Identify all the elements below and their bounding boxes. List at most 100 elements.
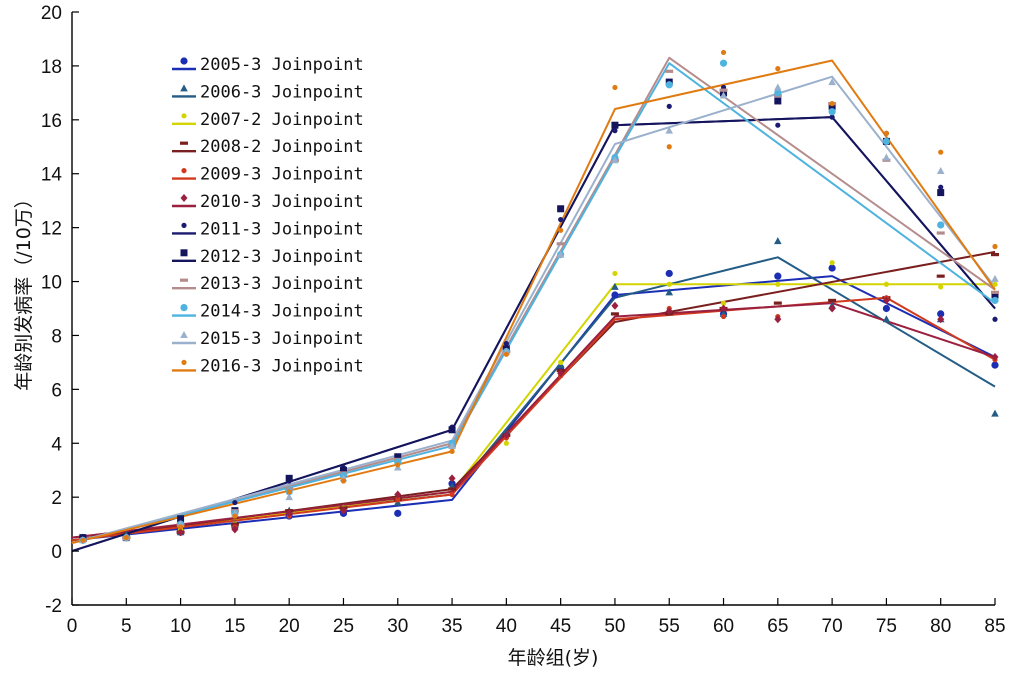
x-tick-label: 55 xyxy=(659,616,680,637)
data-point xyxy=(938,184,944,190)
data-point xyxy=(180,141,188,145)
data-point xyxy=(285,493,293,501)
data-point xyxy=(612,270,618,277)
x-tick-label: 45 xyxy=(550,616,571,637)
data-point xyxy=(720,313,727,320)
data-point xyxy=(719,88,728,92)
data-point xyxy=(611,156,619,164)
legend-item: 2011-3 Joinpoint xyxy=(172,219,364,239)
legend-label: 2008-2 Joinpoint xyxy=(200,137,364,157)
data-point xyxy=(556,242,565,246)
legend-label: 2011-3 Joinpoint xyxy=(200,219,364,239)
data-point xyxy=(558,227,564,233)
legend-label: 2012-3 Joinpoint xyxy=(200,247,364,267)
data-point xyxy=(936,167,945,175)
data-point xyxy=(774,83,782,91)
data-point xyxy=(503,340,509,347)
data-point xyxy=(666,103,672,109)
x-tick-label: 65 xyxy=(767,616,788,637)
legend-label: 2005-3 Joinpoint xyxy=(200,55,364,75)
y-tick-label: 4 xyxy=(51,434,62,455)
x-tick-label: 0 xyxy=(67,616,78,637)
data-point xyxy=(991,361,999,369)
y-tick-label: 14 xyxy=(41,165,63,186)
y-tick-label: 8 xyxy=(51,326,62,347)
data-point xyxy=(557,369,565,378)
data-point xyxy=(882,315,891,323)
data-point xyxy=(180,331,188,338)
data-point xyxy=(774,272,782,280)
data-point xyxy=(936,274,945,278)
data-point xyxy=(611,301,619,310)
legend-label: 2014-3 Joinpoint xyxy=(200,302,364,322)
data-point xyxy=(828,108,836,116)
data-point xyxy=(936,231,945,235)
data-point xyxy=(720,49,727,56)
data-point xyxy=(394,453,402,461)
data-point xyxy=(181,222,187,228)
data-point xyxy=(775,122,781,128)
data-point xyxy=(937,315,945,324)
data-point xyxy=(938,149,944,155)
data-point xyxy=(719,59,728,67)
x-tick-label: 35 xyxy=(441,616,462,637)
data-point xyxy=(828,304,836,313)
legend-item: 2008-2 Joinpoint xyxy=(172,137,364,157)
legend-label: 2007-2 Joinpoint xyxy=(200,110,364,130)
data-point xyxy=(503,351,509,357)
data-point xyxy=(665,69,674,73)
data-point xyxy=(503,440,509,446)
data-point xyxy=(557,205,565,213)
series-line xyxy=(71,75,996,544)
data-point xyxy=(181,168,187,174)
data-point xyxy=(449,448,455,454)
data-point xyxy=(285,474,293,482)
data-point xyxy=(449,491,455,498)
legend-item: 2016-3 Joinpoint xyxy=(172,356,364,376)
x-tick-label: 15 xyxy=(224,616,245,637)
y-axis-title: 年龄别发病率（/10万） xyxy=(13,189,35,391)
data-point xyxy=(774,237,782,245)
legend-label: 2009-3 Joinpoint xyxy=(200,165,364,185)
data-point xyxy=(180,57,188,65)
data-point xyxy=(992,243,998,250)
data-point xyxy=(665,126,674,134)
x-tick-label: 70 xyxy=(822,616,843,637)
data-point xyxy=(937,221,945,229)
series-line xyxy=(71,296,996,542)
x-tick-label: 80 xyxy=(930,616,951,637)
data-point xyxy=(232,499,238,506)
data-point xyxy=(665,269,673,278)
data-point xyxy=(181,113,187,119)
y-tick-label: 10 xyxy=(41,273,62,294)
data-point xyxy=(558,216,564,223)
x-tick-label: 60 xyxy=(713,616,734,637)
legend-label: 2013-3 Joinpoint xyxy=(200,274,364,294)
data-point xyxy=(882,304,891,313)
data-point xyxy=(448,487,457,491)
legend-item: 2014-3 Joinpoint xyxy=(172,302,364,322)
data-point xyxy=(829,260,835,266)
data-point xyxy=(991,409,999,417)
data-point xyxy=(612,128,618,134)
y-tick-label: 16 xyxy=(41,111,62,132)
data-point xyxy=(177,524,184,530)
data-point xyxy=(992,316,998,322)
data-point xyxy=(829,101,835,107)
data-point xyxy=(991,296,999,305)
data-point xyxy=(828,78,836,86)
data-point xyxy=(773,301,782,305)
legend-label: 2016-3 Joinpoint xyxy=(200,356,364,376)
legend-item: 2013-3 Joinpoint xyxy=(172,274,364,294)
data-point xyxy=(991,353,999,362)
x-tick-label: 50 xyxy=(604,616,625,637)
y-tick-label: 18 xyxy=(41,57,62,78)
data-point xyxy=(180,84,188,92)
data-point xyxy=(123,535,129,541)
data-point xyxy=(882,153,891,161)
data-point xyxy=(502,431,510,440)
legend-label: 2010-3 Joinpoint xyxy=(200,192,364,212)
data-point xyxy=(611,282,619,290)
legend-item: 2015-3 Joinpoint xyxy=(172,329,364,349)
